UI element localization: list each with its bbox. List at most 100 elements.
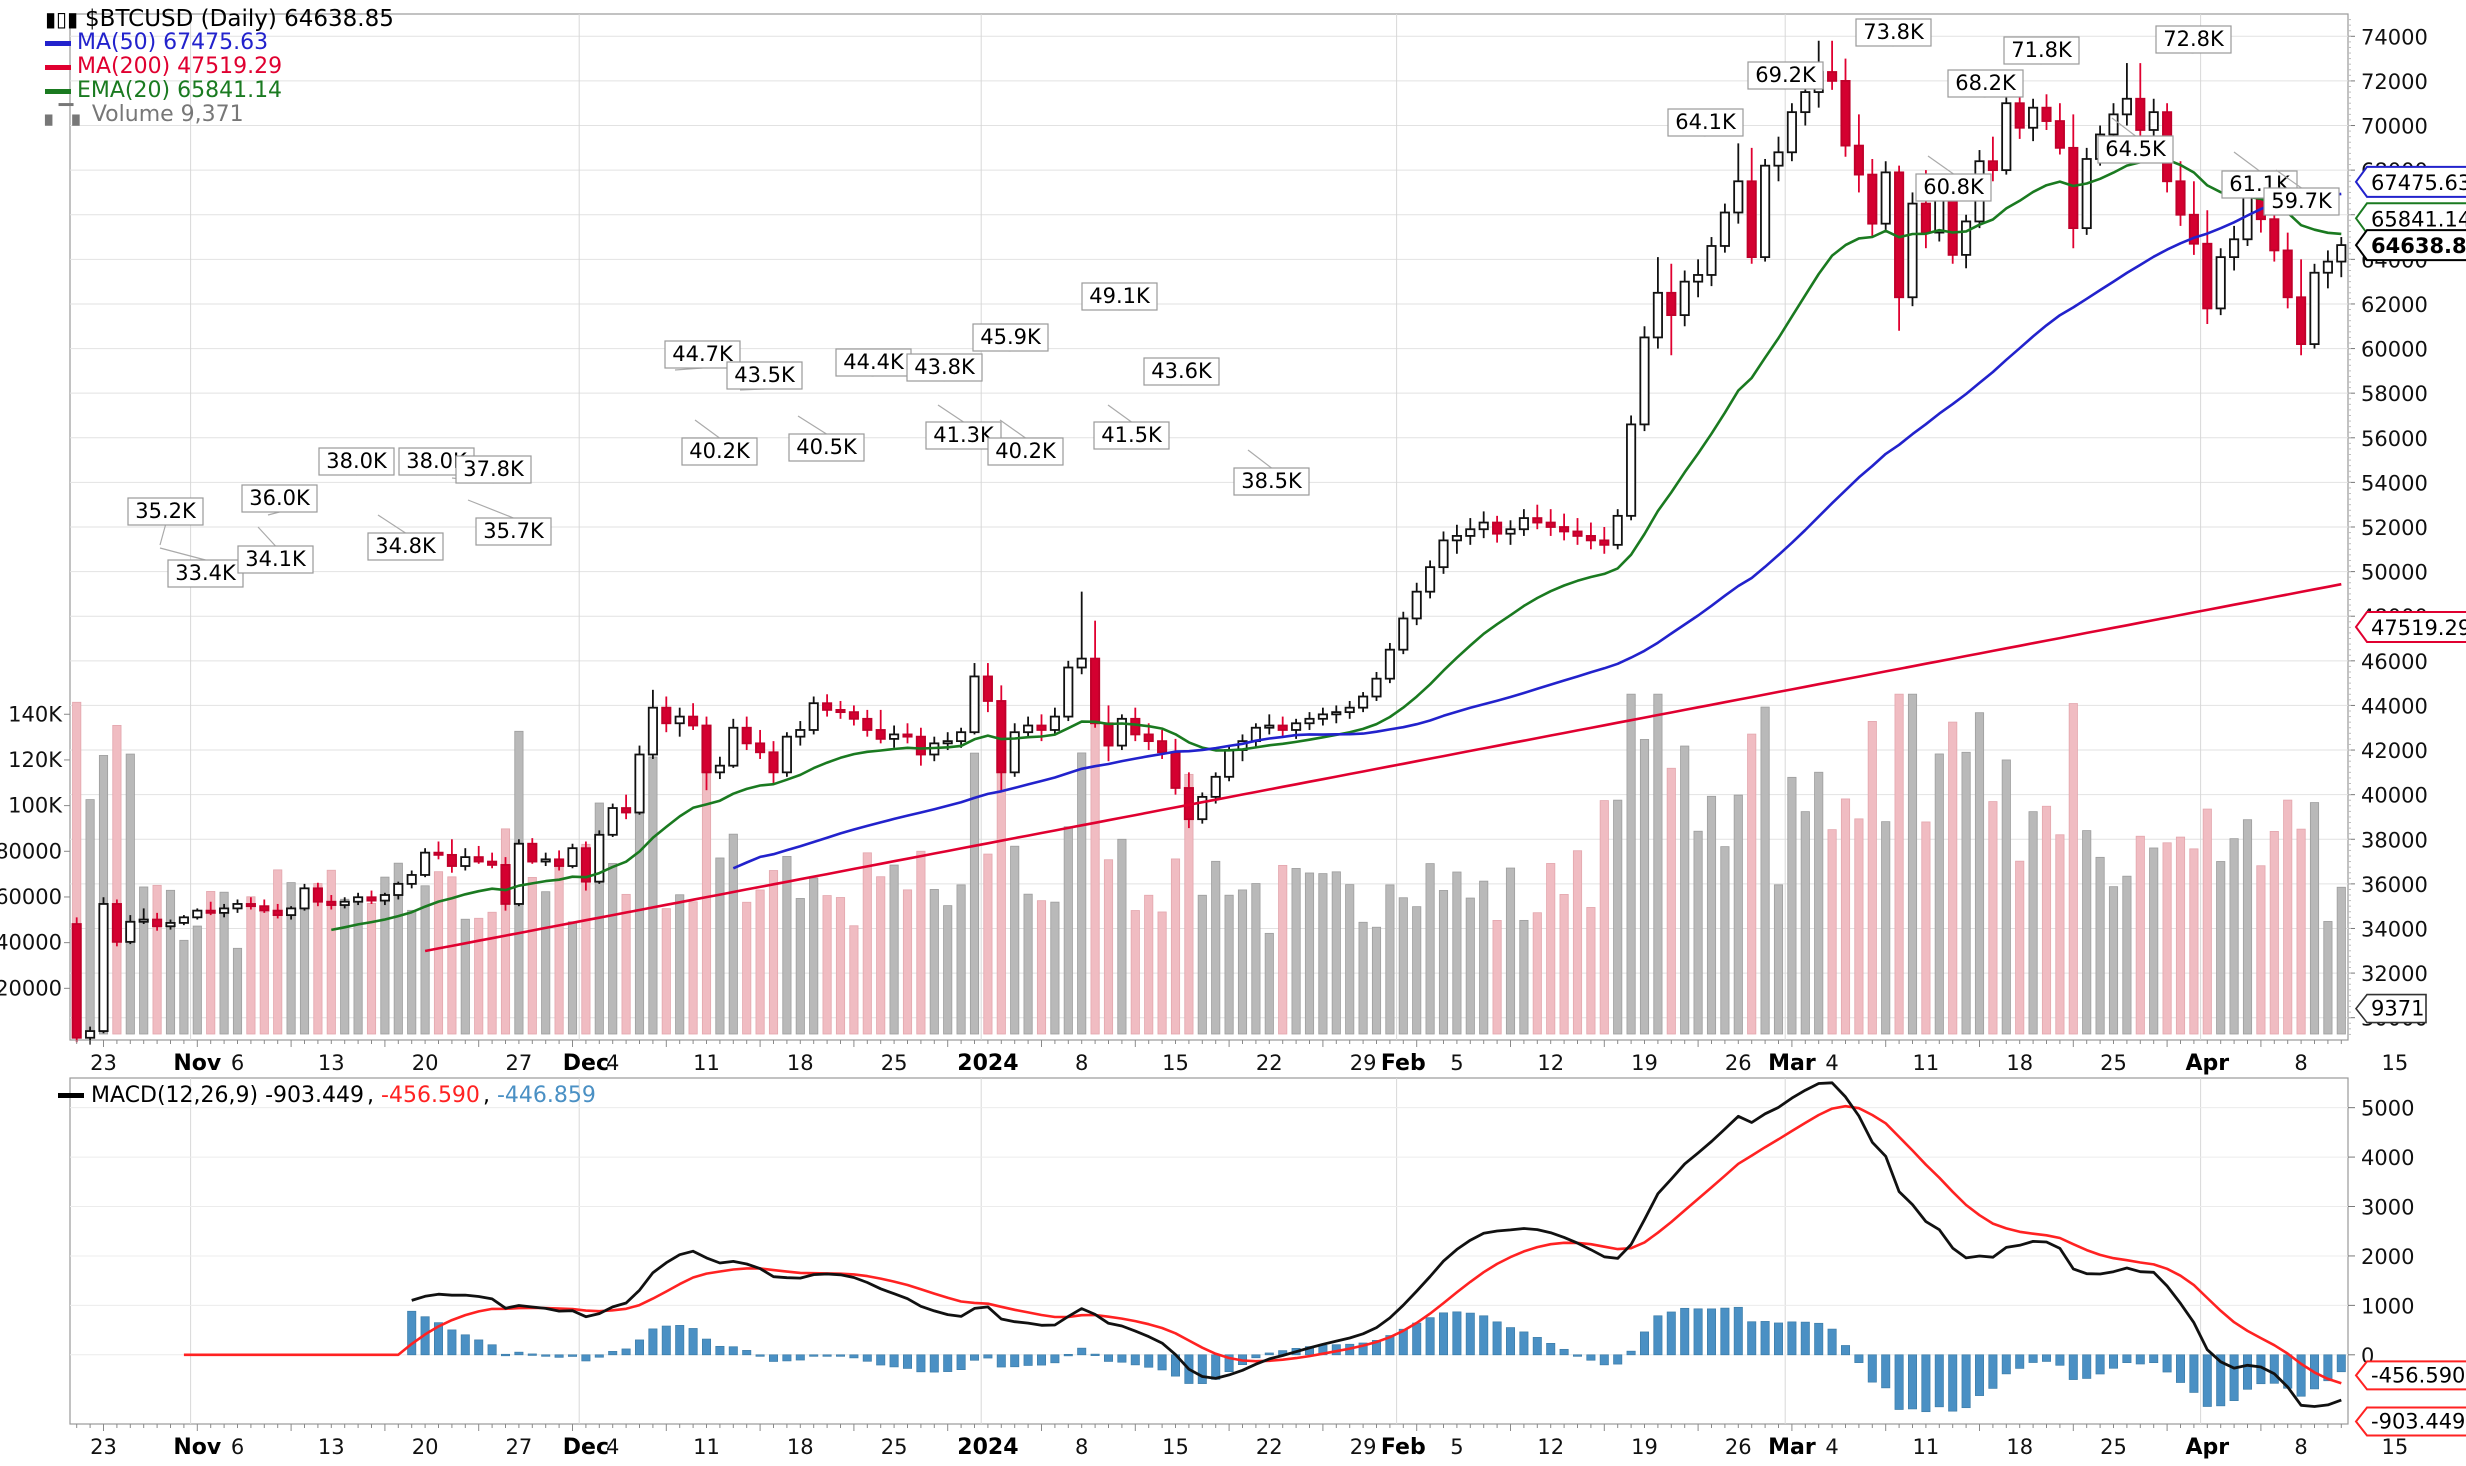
svg-text:43.8K: 43.8K — [914, 355, 976, 379]
date-axis-label: 4 — [606, 1051, 619, 1075]
svg-text:67475.63: 67475.63 — [2371, 171, 2466, 195]
svg-text:40.2K: 40.2K — [689, 439, 751, 463]
svg-text:34.1K: 34.1K — [245, 547, 307, 571]
svg-text:33.4K: 33.4K — [175, 561, 237, 585]
svg-text:37.8K: 37.8K — [463, 457, 525, 481]
price-annotation: 40.2K — [681, 419, 758, 466]
price-annotation: 72.8K — [2155, 25, 2232, 54]
price-annotation: 71.8K — [2003, 36, 2080, 65]
price-axis-label: 38000 — [2361, 828, 2428, 852]
date-axis-label: Apr — [2185, 1051, 2229, 1076]
svg-text:72.8K: 72.8K — [2163, 27, 2225, 51]
price-axis-label: 42000 — [2361, 739, 2428, 763]
date-axis-label: 8 — [2294, 1051, 2307, 1075]
volume-axis-label: 140K — [8, 702, 63, 726]
svg-text:35.7K: 35.7K — [483, 519, 545, 543]
svg-text:34.8K: 34.8K — [375, 534, 437, 558]
date-axis-label: 18 — [2006, 1051, 2033, 1075]
price-annotation: 43.8K — [906, 353, 983, 382]
macd-date-axis-label: 18 — [2006, 1435, 2033, 1459]
price-axis-label: 60000 — [2361, 338, 2428, 362]
price-axis-label: 40000 — [2361, 784, 2428, 808]
macd-date-axis-label: Apr — [2185, 1435, 2229, 1460]
macd-date-axis-label: 22 — [1256, 1435, 1283, 1459]
macd-signal-tag: -456.590 — [2354, 1360, 2466, 1391]
macd-date-axis-label: 26 — [1725, 1435, 1752, 1459]
price-annotation: 68.2K — [1947, 69, 2024, 98]
svg-text:41.3K: 41.3K — [933, 423, 995, 447]
svg-text:43.5K: 43.5K — [734, 363, 796, 387]
macd-date-axis-label: 25 — [881, 1435, 908, 1459]
macd-date-axis-label: Feb — [1381, 1435, 1426, 1460]
date-axis-label: 8 — [1075, 1051, 1088, 1075]
volume-axis-label: 60000 — [0, 885, 62, 909]
ma200-tag: 47519.29 — [2354, 610, 2466, 643]
price-annotation: 36.0K — [241, 484, 318, 516]
volume-axis-label: 80000 — [0, 839, 62, 863]
macd-date-axis-label: 12 — [1537, 1435, 1564, 1459]
macd-date-axis-label: 15 — [1162, 1435, 1189, 1459]
last-price-tag: 64638.85 — [2354, 229, 2466, 262]
price-axis-label: 62000 — [2361, 293, 2428, 317]
macd-date-axis-label: 11 — [693, 1435, 720, 1459]
date-axis-label: Dec — [563, 1051, 609, 1076]
price-axis-label: 36000 — [2361, 873, 2428, 897]
macd-date-axis-label: 19 — [1631, 1435, 1658, 1459]
date-axis-label: 20 — [412, 1051, 439, 1075]
date-axis-label: 19 — [1631, 1051, 1658, 1075]
price-axis-label: 58000 — [2361, 382, 2428, 406]
price-annotation: 69.2K — [1747, 61, 1824, 90]
svg-text:69.2K: 69.2K — [1755, 63, 1817, 87]
price-axis-label: 50000 — [2361, 561, 2428, 585]
svg-text:71.8K: 71.8K — [2011, 38, 2073, 62]
price-annotation: 59.7K — [2263, 169, 2340, 216]
date-axis-label: Mar — [1768, 1051, 1816, 1076]
svg-text:44.7K: 44.7K — [672, 342, 734, 366]
price-axis-label: 46000 — [2361, 650, 2428, 674]
date-axis-label: Feb — [1381, 1051, 1426, 1076]
date-axis-label: 29 — [1350, 1051, 1377, 1075]
price-axis-label: 70000 — [2361, 115, 2428, 139]
volume-axis-label: 120K — [8, 748, 63, 772]
price-annotation: 40.5K — [788, 415, 865, 462]
svg-text:38.5K: 38.5K — [1241, 469, 1303, 493]
macd-date-axis-label: Nov — [173, 1435, 222, 1460]
macd-date-axis-label: 25 — [2100, 1435, 2127, 1459]
ema20-tag: 65841.14 — [2354, 202, 2466, 235]
svg-text:9371: 9371 — [2371, 997, 2424, 1021]
volume-axis-label: 40000 — [0, 931, 62, 955]
price-annotation: 34.1K — [237, 526, 314, 574]
macd-date-axis-label: 8 — [2294, 1435, 2307, 1459]
macd-date-axis-label: 8 — [1075, 1435, 1088, 1459]
price-annotation: 73.8K — [1855, 18, 1932, 47]
price-annotation: 35.7K — [467, 499, 552, 546]
svg-text:47519.29: 47519.29 — [2371, 616, 2466, 640]
price-annotation: 33.4K — [159, 547, 244, 588]
date-axis-label: 15 — [2382, 1051, 2409, 1075]
price-annotation: 64.1K — [1667, 108, 1744, 137]
svg-text:44.4K: 44.4K — [843, 350, 905, 374]
price-annotation: 38.0K — [318, 447, 395, 476]
macd-axis-label: 5000 — [2361, 1097, 2414, 1121]
svg-text:65841.14: 65841.14 — [2371, 207, 2466, 231]
svg-text:60.8K: 60.8K — [1923, 175, 1985, 199]
macd-axis-label: 4000 — [2361, 1146, 2414, 1170]
svg-text:35.2K: 35.2K — [135, 499, 197, 523]
macd-axis-label: 3000 — [2361, 1196, 2414, 1220]
volume-tag: 9371 — [2354, 993, 2427, 1024]
date-axis-label: 18 — [787, 1051, 814, 1075]
price-annotation: 35.2K — [127, 497, 204, 546]
volume-axis-label: 100K — [8, 794, 63, 818]
macd-axis-label: 2000 — [2361, 1245, 2414, 1269]
date-axis-label: 22 — [1256, 1051, 1283, 1075]
macd-date-axis-label: 18 — [787, 1435, 814, 1459]
macd-date-axis-label: 29 — [1350, 1435, 1377, 1459]
date-axis-label: 12 — [1537, 1051, 1564, 1075]
macd-date-axis-label: 11 — [1913, 1435, 1940, 1459]
macd-axis-label: 1000 — [2361, 1294, 2414, 1318]
svg-text:40.2K: 40.2K — [995, 439, 1057, 463]
price-annotation: 41.5K — [1093, 404, 1170, 450]
price-annotation: 64.5K — [2097, 117, 2174, 164]
date-axis-label: 23 — [90, 1051, 117, 1075]
